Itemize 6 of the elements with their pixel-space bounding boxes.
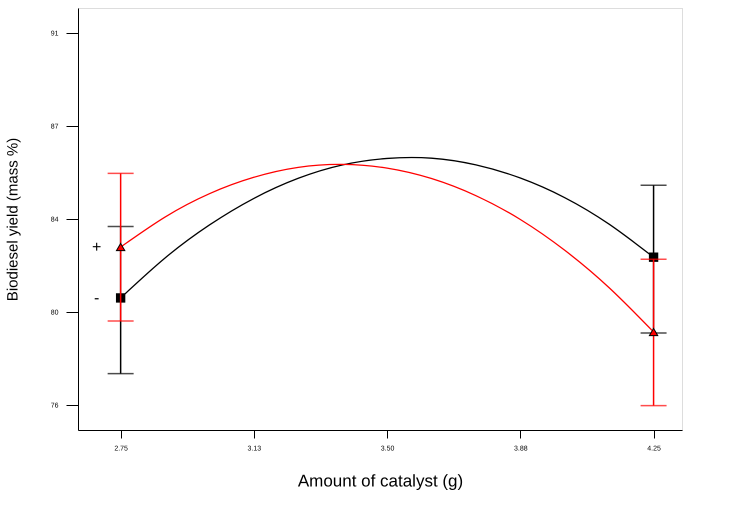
annotation: - — [94, 290, 100, 307]
y-axis-title: Biodiesel yield (mass %) — [4, 138, 22, 302]
annotation: + — [92, 239, 102, 256]
point — [648, 328, 658, 336]
point — [116, 242, 126, 252]
x-axis-title: Amount of catalyst (g) — [298, 472, 464, 490]
